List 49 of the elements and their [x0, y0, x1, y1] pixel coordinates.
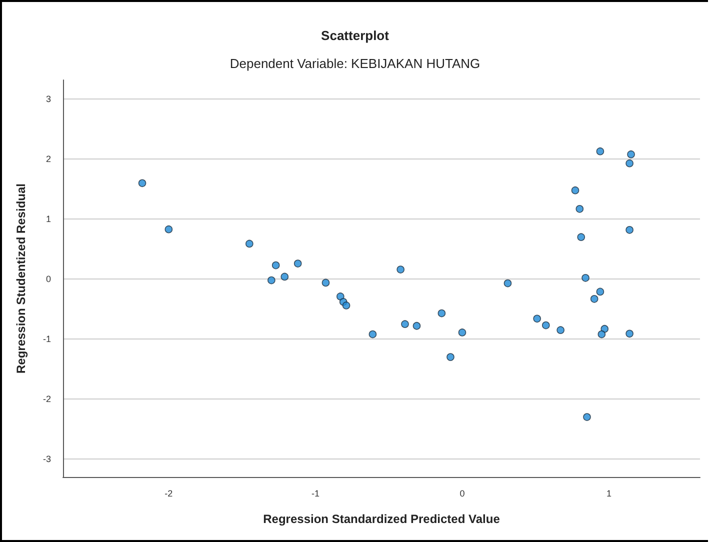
point	[556, 326, 564, 334]
y-tick-label: -3	[42, 454, 51, 464]
point	[396, 266, 404, 274]
point	[542, 321, 550, 330]
point	[458, 328, 466, 336]
point	[596, 147, 604, 156]
x-tick-label: 1	[606, 488, 612, 498]
point	[590, 294, 598, 303]
point	[294, 260, 302, 268]
x-tick-label: -2	[164, 488, 173, 498]
y-tick-label: 2	[46, 154, 51, 164]
point	[626, 330, 634, 338]
point	[627, 150, 635, 158]
point	[336, 292, 344, 300]
point	[626, 226, 634, 234]
point	[138, 179, 146, 188]
y-axis-title: Regression Studentized Residual	[14, 183, 28, 374]
point	[583, 413, 591, 421]
chart-title: Scatterplot	[321, 28, 390, 43]
point	[246, 240, 254, 248]
point	[596, 288, 604, 296]
point	[412, 322, 421, 330]
y-tick-label: -2	[42, 394, 51, 404]
point	[598, 330, 606, 338]
point	[368, 330, 377, 338]
point	[280, 272, 289, 281]
y-tick-label: 0	[46, 274, 51, 284]
point	[504, 279, 512, 288]
x-axis-title: Regression Standardized Predicted Value	[263, 512, 500, 526]
point	[401, 320, 409, 328]
x-tick-label: -1	[311, 488, 320, 498]
point	[438, 309, 446, 318]
point	[322, 278, 330, 287]
y-tick-label: 3	[46, 94, 51, 104]
point	[533, 314, 541, 323]
point	[577, 233, 586, 242]
y-tick-label: 1	[46, 214, 51, 224]
point	[626, 159, 634, 168]
point	[272, 261, 280, 270]
point	[268, 276, 276, 284]
point	[571, 186, 580, 194]
point	[576, 205, 584, 213]
y-tick-label: -1	[42, 334, 51, 344]
point	[582, 274, 590, 282]
point	[164, 225, 173, 234]
point	[342, 302, 350, 310]
chart-subtitle: Dependent Variable: KEBIJAKAN HUTANG	[230, 56, 480, 71]
point	[446, 353, 454, 361]
x-tick-label: 0	[460, 488, 465, 498]
